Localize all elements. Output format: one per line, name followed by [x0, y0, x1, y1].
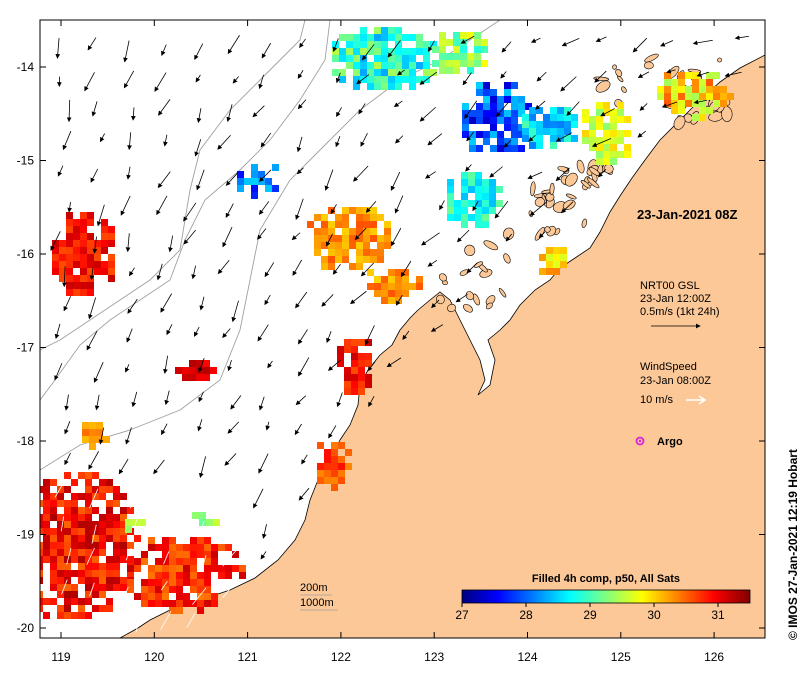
current-legend-time: 23-Jan 12:00Z — [640, 293, 711, 305]
longitude-tick-label: 119 — [51, 650, 70, 664]
longitude-tick-label: 122 — [331, 650, 351, 664]
colorbar-tick-label: 30 — [647, 608, 661, 622]
longitude-tick-label: 123 — [424, 650, 444, 664]
longitude-tick-label: 125 — [611, 650, 631, 664]
colorbar-tick-label: 28 — [519, 608, 533, 622]
longitude-tick-label: 120 — [144, 650, 164, 664]
latitude-tick-label: -17 — [17, 341, 35, 355]
current-legend-source: NRT00 GSL — [640, 280, 700, 292]
bathymetry-legend-1000m: 1000m — [300, 597, 334, 609]
colorbar-tick-label: 27 — [455, 608, 469, 622]
latitude-tick-label: -19 — [17, 528, 35, 542]
credit-label: © IMOS 27-Jan-2021 12:19 Hobart — [786, 449, 800, 640]
wind-legend-time: 23-Jan 08:00Z — [640, 375, 711, 387]
colorbar-bar — [462, 590, 750, 603]
latitude-tick-label: -14 — [17, 60, 35, 74]
latitude-tick-label: -15 — [17, 154, 35, 168]
current-legend-scale: 0.5m/s (1kt 24h) — [640, 306, 719, 318]
latitude-tick-label: -20 — [17, 621, 35, 635]
timestamp-label: 23-Jan-2021 08Z — [637, 207, 738, 222]
colorbar-tick-label: 31 — [711, 608, 725, 622]
argo-label: Argo — [657, 436, 683, 448]
longitude-tick-label: 126 — [704, 650, 724, 664]
wind-legend-scale: 10 m/s — [640, 394, 674, 406]
latitude-tick-label: -16 — [17, 247, 35, 261]
longitude-tick-label: 124 — [517, 650, 537, 664]
colorbar-title: Filled 4h comp, p50, All Sats — [532, 573, 680, 585]
latitude-tick-label: -18 — [17, 434, 35, 448]
wind-legend-title: WindSpeed — [640, 361, 697, 373]
colorbar-tick-label: 29 — [583, 608, 597, 622]
longitude-tick-label: 121 — [238, 650, 258, 664]
bathymetry-legend-200m: 200m — [300, 582, 328, 594]
